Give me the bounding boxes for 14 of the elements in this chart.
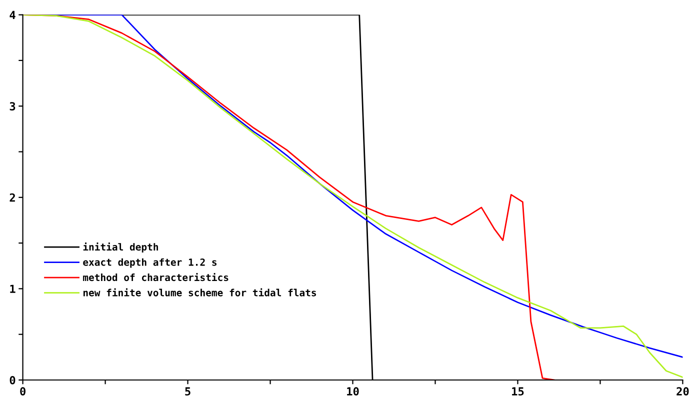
legend-label: initial depth <box>83 242 158 252</box>
y-tick-label: 0 <box>10 376 16 384</box>
legend-label: method of characteristics <box>83 273 228 282</box>
y-tick-label: 2 <box>10 193 15 202</box>
x-tick-label: 15 <box>512 387 524 396</box>
x-tick-label: 10 <box>347 387 359 396</box>
legend-label: new finite volume scheme for tidal flats <box>83 288 316 296</box>
legend-label: exact depth after 1.2 s <box>83 258 217 268</box>
x-tick-label: 5 <box>185 387 190 396</box>
y-tick-label: 3 <box>10 102 16 110</box>
x-tick-label: 20 <box>676 387 689 396</box>
x-tick-label: 0 <box>20 387 26 396</box>
y-tick-label: 4 <box>10 10 16 20</box>
y-tick-label: 1 <box>10 284 16 293</box>
